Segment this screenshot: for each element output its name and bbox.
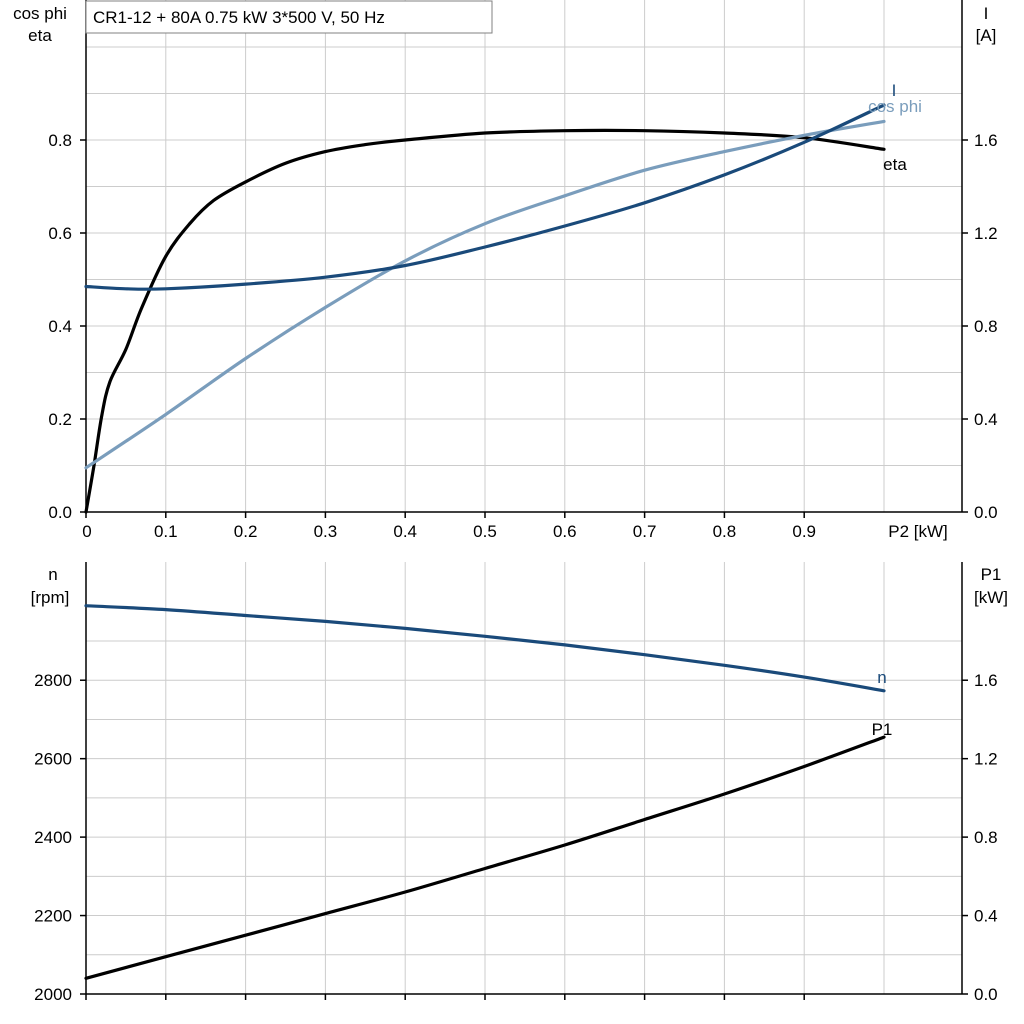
x-tick-label: 0 (82, 522, 91, 541)
x-tick-label: 0.1 (154, 522, 178, 541)
bottom-right-tick-label: 1.2 (974, 750, 998, 769)
bottom-left-tick-label: 2000 (34, 985, 72, 1004)
eta-curve (84, 128, 886, 514)
cos-phi-curve-label: cos phi (868, 97, 922, 116)
n-curve (84, 604, 886, 693)
i-curve (84, 103, 886, 291)
i-curve-label: I (892, 81, 897, 100)
x-tick-label: 0.6 (553, 522, 577, 541)
top-left-tick-label: 0.8 (48, 131, 72, 150)
x-tick-label: 0.3 (314, 522, 338, 541)
top-right-tick-label: 0.8 (974, 317, 998, 336)
bottom-right-axis-title-line2: [kW] (974, 588, 1008, 607)
top-left-axis-title-line2: eta (28, 26, 52, 45)
top-grid (86, 0, 962, 512)
n-curve-label: n (877, 668, 886, 687)
bottom-right-tick-label: 0.8 (974, 828, 998, 847)
x-tick-label: 0.9 (792, 522, 816, 541)
x-tick-label: 0.2 (234, 522, 258, 541)
bottom-right-axis-title-line1: P1 (981, 565, 1002, 584)
top-left-tick-label: 0.2 (48, 410, 72, 429)
top-right-tick-label: 1.6 (974, 131, 998, 150)
bottom-left-tick-label: 2200 (34, 907, 72, 926)
x-tick-label: 0.5 (473, 522, 497, 541)
p1-curve-label: P1 (872, 720, 893, 739)
cos-phi-curve (84, 119, 886, 470)
tick-labels: 0 0.1 0.2 0.3 0.4 0.5 0.6 0.7 0.8 0.9 0.0 0.2 0.4 0.6… (34, 131, 997, 1004)
top-right-tick-label: 0.0 (974, 503, 998, 522)
p1-curve (84, 735, 886, 980)
x-tick-label: 0.7 (633, 522, 657, 541)
bottom-left-tick-label: 2600 (34, 750, 72, 769)
bottom-right-tick-label: 0.0 (974, 985, 998, 1004)
x-axis-title: P2 [kW] (888, 522, 948, 541)
eta-curve-label: eta (883, 155, 907, 174)
top-right-tick-label: 1.2 (974, 224, 998, 243)
bottom-right-tick-label: 1.6 (974, 671, 998, 690)
top-left-tick-label: 0.4 (48, 317, 72, 336)
top-right-axis-title-line1: I (984, 4, 989, 23)
chart-title: CR1-12 + 80A 0.75 kW 3*500 V, 50 Hz (93, 8, 385, 27)
bottom-left-tick-label: 2800 (34, 671, 72, 690)
top-right-axis-title-line2: [A] (976, 26, 997, 45)
top-left-tick-label: 0.0 (48, 503, 72, 522)
bottom-right-tick-label: 0.4 (974, 907, 998, 926)
bottom-left-axis-title-line2: [rpm] (31, 588, 70, 607)
top-left-tick-label: 0.6 (48, 224, 72, 243)
top-right-tick-label: 0.4 (974, 410, 998, 429)
bottom-left-axis-title-line1: n (48, 565, 57, 584)
bottom-grid (86, 562, 962, 994)
bottom-left-tick-label: 2400 (34, 828, 72, 847)
x-tick-label: 0.4 (393, 522, 417, 541)
top-left-axis-title-line1: cos phi (13, 4, 67, 23)
chart-title-box (85, 0, 493, 34)
x-tick-label: 0.8 (713, 522, 737, 541)
